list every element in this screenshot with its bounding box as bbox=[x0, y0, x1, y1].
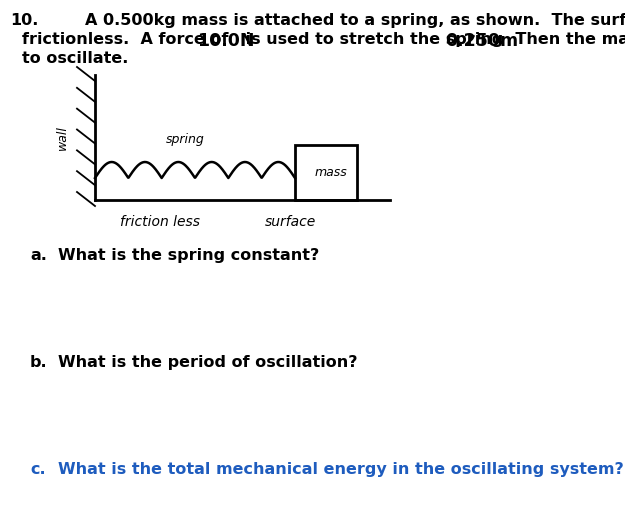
Text: c.: c. bbox=[30, 462, 46, 477]
Text: frictionless.  A force of: frictionless. A force of bbox=[22, 32, 234, 47]
Text: wall: wall bbox=[56, 125, 69, 150]
Text: friction less: friction less bbox=[120, 215, 200, 229]
Text: to oscillate.: to oscillate. bbox=[22, 51, 128, 66]
Text: mass: mass bbox=[314, 166, 348, 179]
Text: What is the spring constant?: What is the spring constant? bbox=[58, 248, 319, 263]
Text: 0.250m: 0.250m bbox=[445, 32, 518, 50]
Text: .  Then the mass is released: . Then the mass is released bbox=[498, 32, 625, 47]
Bar bbox=[295, 145, 357, 200]
Text: 10.0N: 10.0N bbox=[197, 32, 254, 50]
Text: 10.: 10. bbox=[10, 13, 38, 28]
Text: is used to stretch the spring: is used to stretch the spring bbox=[240, 32, 509, 47]
Text: surface: surface bbox=[264, 215, 316, 229]
Text: b.: b. bbox=[30, 355, 48, 370]
Text: What is the total mechanical energy in the oscillating system?: What is the total mechanical energy in t… bbox=[58, 462, 624, 477]
Text: a.: a. bbox=[30, 248, 47, 263]
Text: spring: spring bbox=[166, 133, 204, 146]
Text: What is the period of oscillation?: What is the period of oscillation? bbox=[58, 355, 358, 370]
Text: A 0.500kg mass is attached to a spring, as shown.  The surface that the mass is : A 0.500kg mass is attached to a spring, … bbox=[85, 13, 625, 28]
